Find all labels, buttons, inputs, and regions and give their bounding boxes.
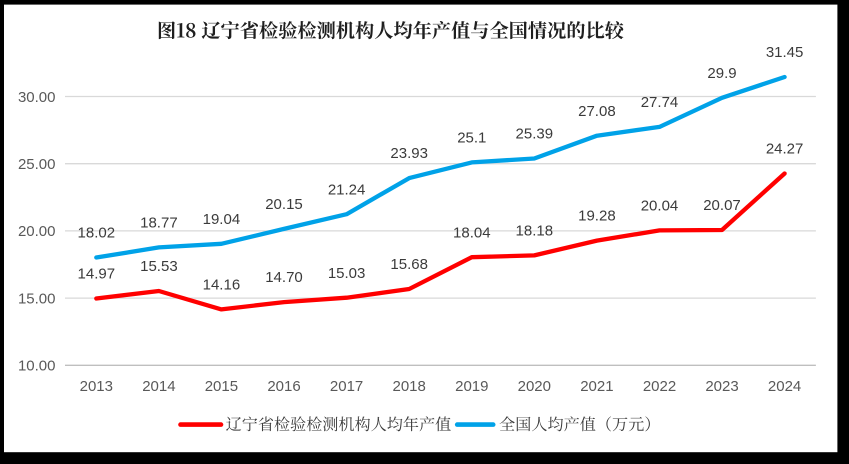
svg-text:31.45: 31.45 [766, 44, 804, 61]
svg-text:20.04: 20.04 [641, 198, 679, 215]
svg-text:27.08: 27.08 [578, 103, 616, 120]
svg-text:10.00: 10.00 [18, 358, 56, 375]
svg-text:2017: 2017 [330, 378, 363, 395]
svg-text:2020: 2020 [518, 378, 551, 395]
svg-text:2016: 2016 [267, 378, 300, 395]
svg-text:18.77: 18.77 [140, 215, 178, 232]
svg-text:2024: 2024 [768, 378, 801, 395]
svg-text:15.03: 15.03 [328, 265, 366, 282]
svg-text:25.39: 25.39 [516, 126, 554, 143]
svg-text:20.07: 20.07 [703, 197, 741, 214]
svg-text:25.1: 25.1 [457, 130, 486, 147]
svg-text:2023: 2023 [705, 378, 738, 395]
svg-text:19.04: 19.04 [203, 211, 241, 228]
svg-text:21.24: 21.24 [328, 181, 366, 198]
svg-text:2022: 2022 [643, 378, 676, 395]
svg-text:2019: 2019 [455, 378, 488, 395]
svg-text:2014: 2014 [142, 378, 175, 395]
svg-text:27.74: 27.74 [641, 94, 679, 111]
svg-text:18.04: 18.04 [453, 224, 491, 241]
svg-text:14.70: 14.70 [265, 269, 303, 286]
svg-text:29.9: 29.9 [707, 65, 736, 82]
svg-text:14.97: 14.97 [78, 266, 116, 283]
svg-text:15.68: 15.68 [390, 256, 428, 273]
svg-text:2021: 2021 [580, 378, 613, 395]
svg-text:2018: 2018 [393, 378, 426, 395]
svg-text:25.00: 25.00 [18, 156, 56, 173]
svg-text:24.27: 24.27 [766, 141, 804, 158]
svg-text:19.28: 19.28 [578, 208, 616, 225]
svg-text:30.00: 30.00 [18, 89, 56, 106]
svg-text:14.16: 14.16 [203, 277, 241, 294]
svg-text:2013: 2013 [80, 378, 113, 395]
svg-text:2015: 2015 [205, 378, 238, 395]
svg-text:18.18: 18.18 [516, 223, 554, 240]
svg-text:20.15: 20.15 [265, 196, 303, 213]
svg-text:23.93: 23.93 [390, 145, 428, 162]
svg-text:15.00: 15.00 [18, 290, 56, 307]
svg-text:18.02: 18.02 [78, 225, 116, 242]
svg-text:20.00: 20.00 [18, 223, 56, 240]
svg-text:15.53: 15.53 [140, 258, 178, 275]
